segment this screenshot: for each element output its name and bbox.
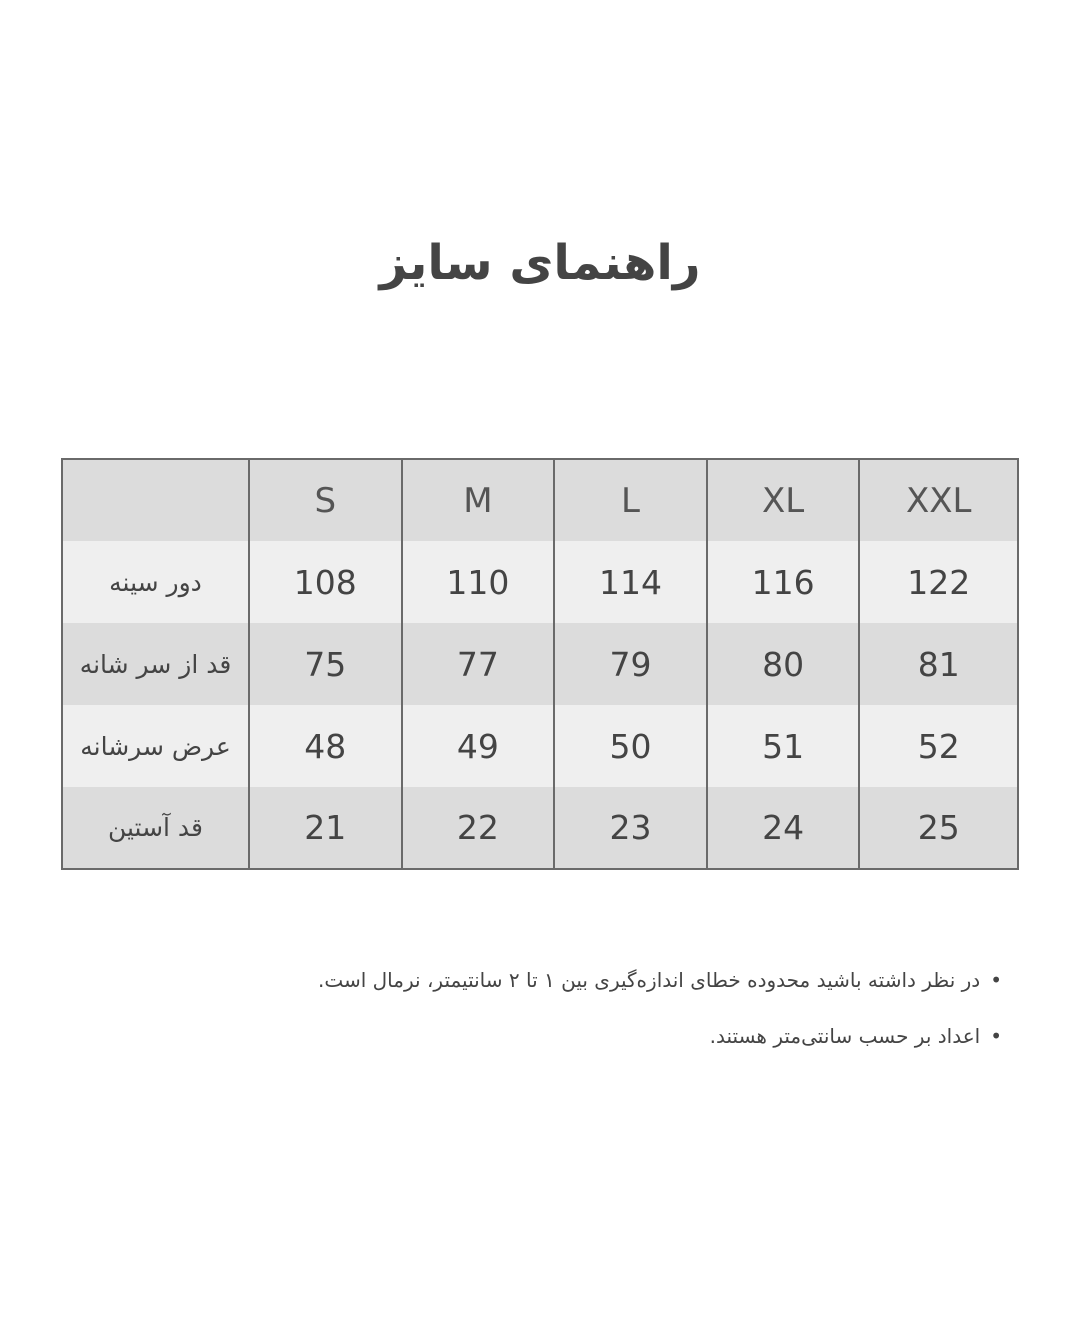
header-size-s: S	[248, 459, 403, 541]
table-cell: 81	[858, 623, 1019, 705]
header-size-xl: XL	[705, 459, 861, 541]
table-cell: 21	[248, 787, 403, 869]
table-row: عرض سرشانه 48 49 50 51 52	[61, 705, 1019, 787]
table-cell: 77	[400, 623, 556, 705]
table-cell: 79	[553, 623, 708, 705]
row-label: دور سینه	[61, 541, 250, 623]
table-cell: 122	[858, 541, 1019, 623]
table-cell: 114	[553, 541, 708, 623]
table-cell: 25	[858, 787, 1019, 869]
page-title: راهنمای سایز	[379, 235, 701, 291]
table-row: قد آستین 21 22 23 24 25	[61, 787, 1019, 869]
table-cell: 75	[248, 623, 403, 705]
table-cell: 52	[858, 705, 1019, 787]
bullet-icon: •	[990, 1024, 1002, 1048]
table-cell: 116	[705, 541, 861, 623]
note-text: در نظر داشته باشید محدوده خطای اندازه‌گی…	[317, 968, 981, 992]
table-cell: 110	[400, 541, 556, 623]
row-label: عرض سرشانه	[61, 705, 250, 787]
note-item: • در نظر داشته باشید محدوده خطای اندازه‌گ…	[318, 968, 1002, 1024]
header-size-xxl: XXL	[858, 459, 1019, 541]
table-cell: 48	[248, 705, 403, 787]
table-row: دور سینه 108 110 114 116 122	[61, 541, 1019, 623]
table-cell: 50	[553, 705, 708, 787]
table-header-row: S M L XL XXL	[61, 459, 1019, 541]
table-cell: 22	[400, 787, 556, 869]
table-cell: 24	[705, 787, 861, 869]
header-size-l: L	[553, 459, 708, 541]
table-row: قد از سر شانه 75 77 79 80 81	[61, 623, 1019, 705]
note-item: • اعداد بر حسب سانتی‌متر هستند.	[318, 1024, 1002, 1080]
header-empty-cell	[61, 459, 250, 541]
row-label: قد از سر شانه	[61, 623, 250, 705]
notes-list: • در نظر داشته باشید محدوده خطای اندازه‌گ…	[318, 968, 1002, 1080]
header-size-m: M	[400, 459, 556, 541]
row-label: قد آستین	[61, 787, 250, 869]
bullet-icon: •	[990, 968, 1002, 992]
table-cell: 108	[248, 541, 403, 623]
table-cell: 23	[553, 787, 708, 869]
size-table: S M L XL XXL دور سینه 108 110 114 116 12…	[61, 458, 1019, 870]
table-cell: 51	[705, 705, 861, 787]
note-text: اعداد بر حسب سانتی‌متر هستند.	[709, 1024, 981, 1048]
table-cell: 49	[400, 705, 556, 787]
table-cell: 80	[705, 623, 861, 705]
